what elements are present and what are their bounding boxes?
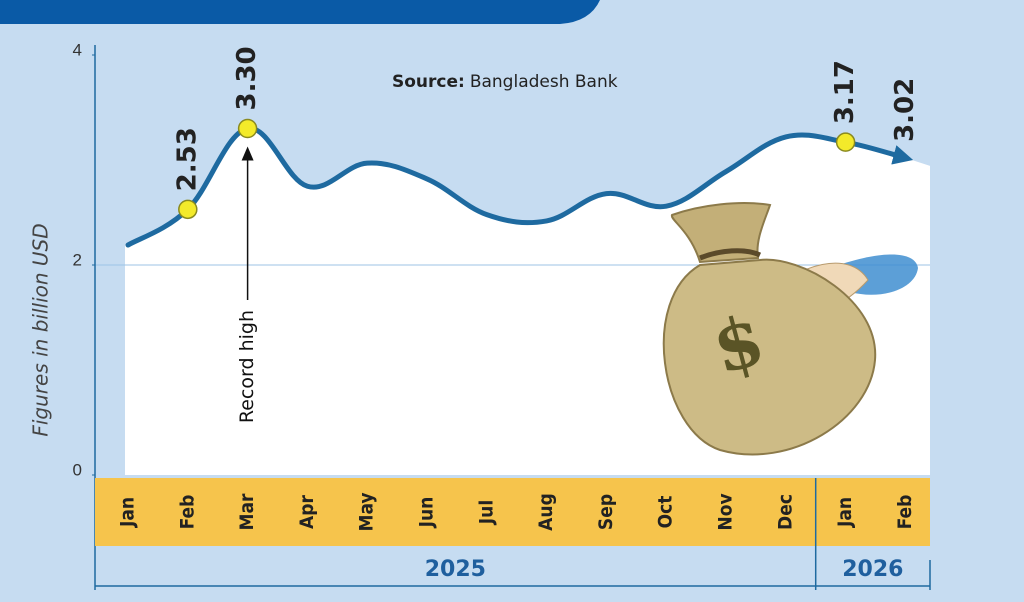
y-tick-label: 2 <box>73 250 82 269</box>
header-tab <box>0 0 600 24</box>
money-bag-illustration: $ <box>662 202 918 456</box>
x-tick-label: Apr <box>296 494 318 528</box>
year-label: 2026 <box>842 557 903 582</box>
x-tick-label: Jun <box>416 497 438 529</box>
x-tick-label: Dec <box>774 494 796 530</box>
category-band <box>95 478 930 546</box>
x-tick-label: May <box>356 492 378 531</box>
value-label: 2.53 <box>172 127 202 191</box>
y-axis-title: Figures in billion USD <box>29 223 53 436</box>
x-tick-label: Aug <box>535 493 557 531</box>
x-tick-label: Jul <box>475 500 497 525</box>
x-tick-label: Nov <box>715 493 737 530</box>
x-tick-label: Mar <box>236 493 258 531</box>
x-tick-label: Sep <box>595 494 617 530</box>
value-label: 3.17 <box>830 60 860 124</box>
x-tick-label: Feb <box>176 495 198 530</box>
value-label: 3.02 <box>890 78 920 142</box>
source-label: Source: <box>392 72 465 92</box>
year-label: 2025 <box>425 557 486 582</box>
annotation: Record high <box>236 310 258 423</box>
data-point <box>178 199 198 220</box>
source: Source: Bangladesh Bank <box>392 72 618 92</box>
x-tick-label: Feb <box>894 495 916 530</box>
data-point <box>237 118 258 139</box>
source-name: Bangladesh Bank <box>470 72 618 92</box>
x-tick-label: Jan <box>117 497 139 528</box>
data-point <box>835 132 856 152</box>
y-tick-label: 4 <box>73 40 82 59</box>
annotation-arrowhead <box>241 146 254 161</box>
x-tick-label: Oct <box>655 496 677 529</box>
x-tick-label: Jan <box>834 497 856 528</box>
value-label: 3.30 <box>232 46 262 110</box>
y-tick-label: 0 <box>73 460 82 479</box>
